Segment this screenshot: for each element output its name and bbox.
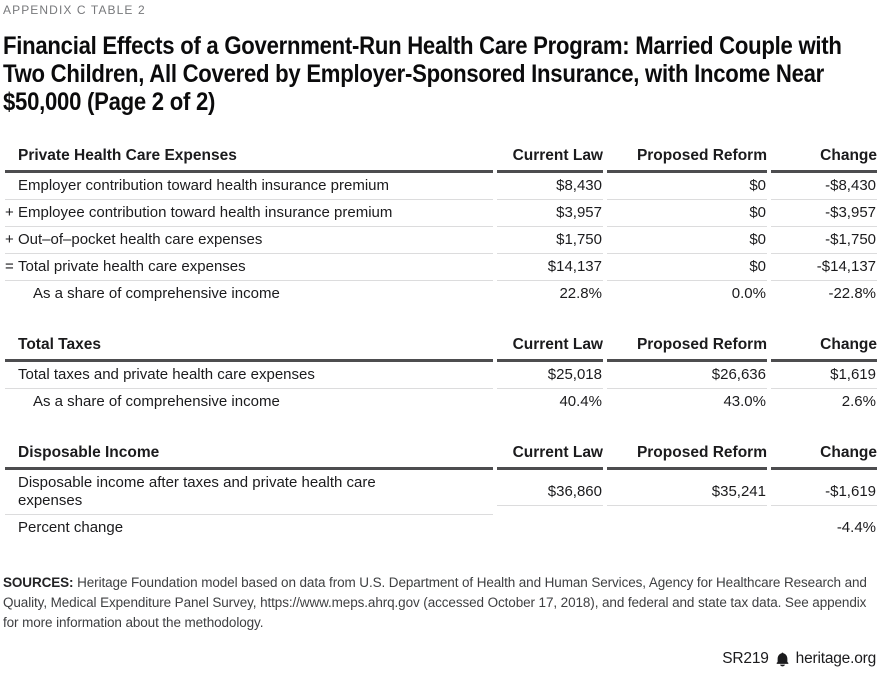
table-title: Financial Effects of a Government-Run He… — [3, 32, 884, 116]
heritage-site-text: heritage.org — [795, 650, 877, 667]
cell-value: 0.0% — [731, 285, 766, 302]
column-header: Change — [771, 144, 877, 173]
cell-value: $1,619 — [771, 362, 877, 389]
table-row: Disposable income after taxes and privat… — [5, 470, 877, 515]
row-label-cell: As a share of comprehensive income — [5, 389, 493, 415]
row-label: Employer contribution toward health insu… — [18, 177, 390, 194]
column-header: Proposed Reform — [607, 333, 767, 362]
table-title-line: Two Children, All Covered by Employer-Sp… — [3, 60, 825, 88]
cell-value: $0 — [607, 173, 767, 200]
row-operator: + — [5, 231, 14, 248]
row-label-cell: Disposable income after taxes and privat… — [5, 470, 493, 515]
table-row: + Employee contribution toward health ins… — [5, 200, 877, 227]
cell-value: $14,137 — [497, 254, 603, 281]
section-header-label: Total Taxes — [5, 333, 493, 362]
row-label-cell: As a share of comprehensive income — [5, 281, 493, 307]
table-eyebrow: APPENDIX C TABLE 2 — [3, 3, 146, 17]
cell-value: $26,636 — [607, 362, 767, 389]
row-label: Disposable income after taxes and privat… — [18, 474, 376, 509]
table-row: Percent change -4.4% — [5, 515, 877, 541]
cell-value: 22.8% — [559, 285, 602, 302]
row-label: As a share of comprehensive income — [33, 393, 280, 410]
cell-value — [607, 515, 767, 541]
cell-value: -$1,619 — [771, 479, 877, 506]
row-operator: + — [5, 204, 14, 221]
cell-value: $8,430 — [497, 173, 603, 200]
cell-value: -$8,430 — [771, 173, 877, 200]
row-label-cell: + Out–of–pocket health care expenses — [5, 227, 493, 254]
row-operator: = — [5, 258, 14, 275]
cell-value: 43.0% — [723, 393, 766, 410]
table-section: Private Health Care Expenses Current Law P… — [5, 144, 877, 307]
table-header-row: Disposable Income Current Law Proposed Ref… — [5, 441, 877, 470]
column-header: Current Law — [497, 441, 603, 470]
row-label: Total taxes and private health care expe… — [18, 366, 315, 383]
cell-value: $0 — [607, 200, 767, 227]
report-id: SR219 — [722, 650, 769, 667]
section-header-label: Disposable Income — [5, 441, 493, 470]
column-header: Change — [771, 441, 877, 470]
cell-value: -$14,137 — [771, 254, 877, 281]
cell-value: -4.4% — [836, 519, 876, 536]
sources-label: SOURCES: — [3, 575, 74, 590]
page-footer: SR219 heritage.org — [722, 650, 876, 668]
table-row: = Total private health care expenses $14,1… — [5, 254, 877, 281]
cell-value: $36,860 — [497, 479, 603, 506]
table-header-row: Private Health Care Expenses Current Law P… — [5, 144, 877, 173]
cell-value: 2.6% — [841, 393, 876, 410]
column-header: Current Law — [497, 333, 603, 362]
table-header-row: Total Taxes Current Law Proposed Reform Cha… — [5, 333, 877, 362]
table-row: + Out–of–pocket health care expenses $1,75… — [5, 227, 877, 254]
cell-value: -$1,750 — [771, 227, 877, 254]
row-label-cell: + Employee contribution toward health ins… — [5, 200, 493, 227]
table-row: As a share of comprehensive income 22.8% 0… — [5, 281, 877, 307]
cell-value — [497, 515, 603, 541]
column-header: Proposed Reform — [607, 441, 767, 470]
financial-effects-table: Private Health Care Expenses Current Law P… — [5, 144, 877, 541]
sources-text: Heritage Foundation model based on data … — [3, 575, 867, 630]
cell-value: $0 — [607, 227, 767, 254]
column-header: Proposed Reform — [607, 144, 767, 173]
row-label: Out–of–pocket health care expenses — [18, 231, 263, 248]
cell-value: $0 — [607, 254, 767, 281]
column-header: Current Law — [497, 144, 603, 173]
table-title-line: $50,000 (Page 2 of 2) — [3, 88, 216, 116]
row-label-cell: Employer contribution toward health insu… — [5, 173, 493, 200]
row-label: Total private health care expenses — [18, 258, 246, 275]
row-label: Employee contribution toward health insu… — [18, 204, 393, 221]
column-header: Change — [771, 333, 877, 362]
row-label: Percent change — [18, 519, 124, 536]
cell-value: $1,750 — [497, 227, 603, 254]
cell-value: -22.8% — [828, 285, 876, 302]
table-row: Employer contribution toward health insu… — [5, 173, 877, 200]
liberty-bell-icon — [775, 652, 790, 667]
table-row: Total taxes and private health care expe… — [5, 362, 877, 389]
table-section: Disposable Income Current Law Proposed Ref… — [5, 441, 877, 541]
sources-note: SOURCES: Heritage Foundation model based… — [3, 573, 874, 633]
cell-value: $3,957 — [497, 200, 603, 227]
section-header-label: Private Health Care Expenses — [5, 144, 493, 173]
cell-value: $25,018 — [497, 362, 603, 389]
cell-value: $35,241 — [607, 479, 767, 506]
row-label: As a share of comprehensive income — [33, 285, 280, 302]
table-title-line: Financial Effects of a Government-Run He… — [3, 32, 842, 60]
row-label-cell: = Total private health care expenses — [5, 254, 493, 281]
table-row: As a share of comprehensive income 40.4% 4… — [5, 389, 877, 415]
cell-value: -$3,957 — [771, 200, 877, 227]
report-table-page: APPENDIX C TABLE 2 Financial Effects of … — [0, 3, 884, 675]
table-section: Total Taxes Current Law Proposed Reform Cha… — [5, 333, 877, 415]
row-label-cell: Total taxes and private health care expe… — [5, 362, 493, 389]
cell-value: 40.4% — [559, 393, 602, 410]
row-label-cell: Percent change — [5, 515, 493, 541]
